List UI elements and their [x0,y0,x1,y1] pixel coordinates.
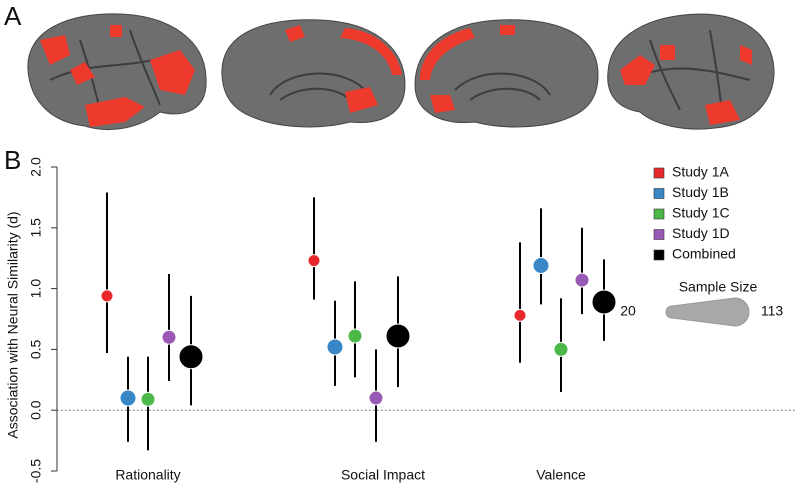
y-axis-label: Association with Neural Similarity (d) [5,211,21,438]
panel-label: B [4,145,21,175]
point [532,256,550,274]
point [553,341,569,357]
legend-label: Study 1C [672,205,730,221]
x-tick-label: Social Impact [341,467,425,483]
point [513,308,527,322]
legend-swatch [653,167,665,179]
x-tick-label: Rationality [115,467,180,483]
point [591,289,617,315]
legend-swatch [653,229,665,240]
legend-label: Study 1D [672,225,730,241]
x-tick-label: Valence [536,467,586,483]
panel-label: A [4,1,22,31]
y-tick-label: 1.5 [28,218,44,238]
size-legend-shape [665,297,750,327]
point [140,391,156,407]
legend-swatch [653,208,665,220]
size-legend-title: Sample Size [679,279,758,295]
legend-label: Study 1B [672,184,729,200]
legend-swatch [653,249,665,261]
point [368,390,384,406]
point [119,389,137,407]
y-tick-label: -0.5 [28,459,44,483]
point [574,272,590,288]
size-legend-min: 20 [620,303,636,319]
legend-label: Study 1A [672,164,729,180]
point [178,344,204,370]
point [347,328,363,344]
point [161,329,177,345]
y-tick-label: 1.0 [28,279,44,299]
y-tick-label: 0.5 [28,339,44,359]
brain-images [27,13,775,131]
legend-swatch [653,188,665,199]
point [307,254,321,268]
point [100,289,114,303]
y-tick-label: 0.0 [28,400,44,420]
size-legend-max: 113 [761,303,784,319]
point [385,323,411,349]
point [326,338,344,356]
legend-label: Combined [672,246,736,262]
y-tick-label: 2.0 [28,157,44,177]
